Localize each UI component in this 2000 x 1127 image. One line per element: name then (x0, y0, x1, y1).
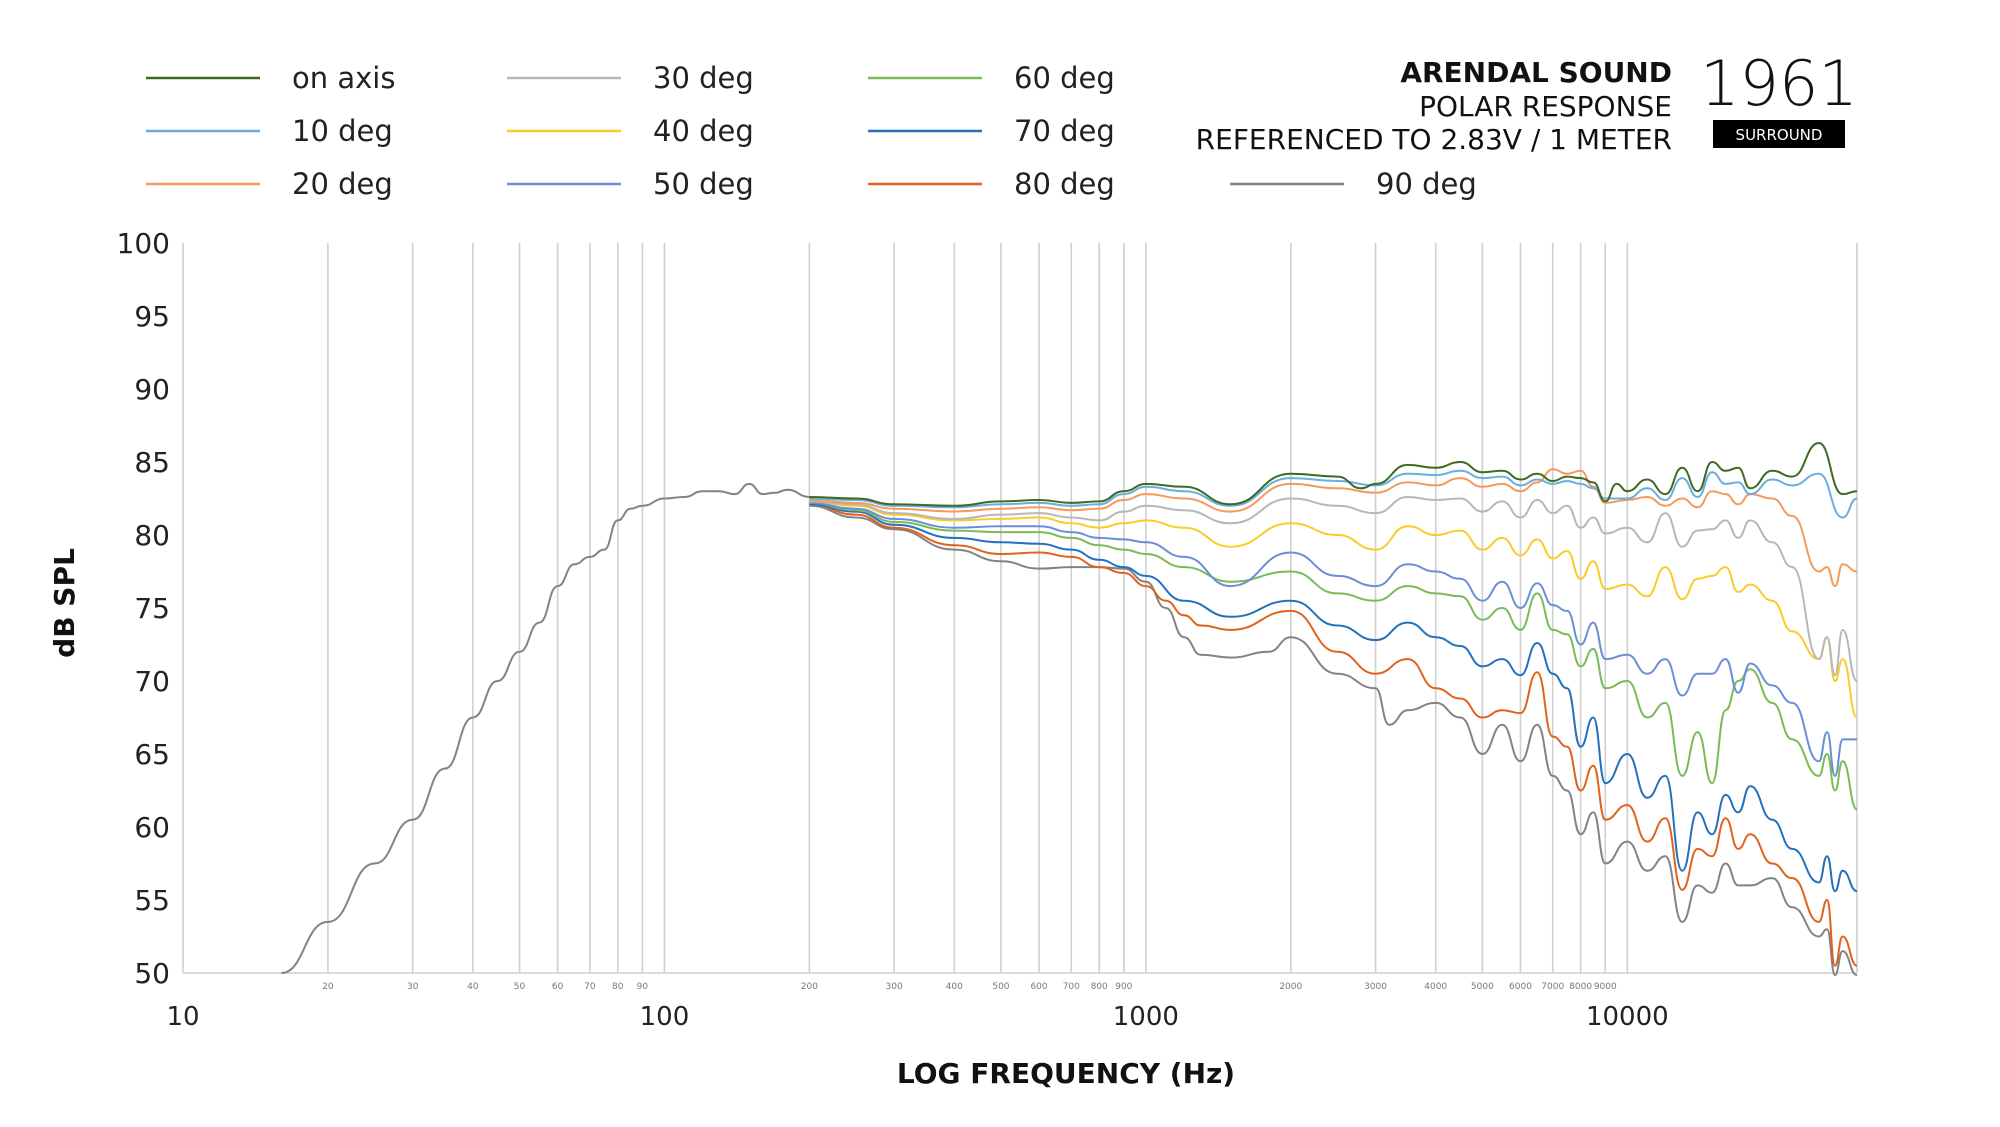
series-line-on-axis (809, 442, 1858, 507)
series-line-70-deg (809, 503, 1858, 893)
x-major-tick-1000: 1000 (1113, 1002, 1179, 1032)
x-minor-tick-8000: 8000 (1569, 982, 1592, 992)
series-line-60-deg (809, 501, 1858, 811)
legend-item-50-deg: 50 deg (507, 167, 754, 201)
x-minor-tick-5000: 5000 (1471, 982, 1494, 992)
x-minor-tick-400: 400 (946, 982, 963, 992)
x-major-tick-100: 100 (640, 1002, 690, 1032)
x-minor-tick-40: 40 (467, 982, 479, 992)
x-minor-tick-60: 60 (552, 982, 564, 992)
model-logo: 1961 SURROUND (1700, 47, 1858, 148)
x-minor-tick-500: 500 (992, 982, 1009, 992)
y-tick-labels: 100 95 90 85 80 75 70 65 60 55 50 (117, 227, 170, 990)
y-tick-85: 85 (134, 446, 170, 479)
x-minor-tick-9000: 9000 (1594, 982, 1617, 992)
y-tick-100: 100 (117, 227, 170, 260)
legend-item-40-deg: 40 deg (507, 114, 754, 148)
legend-label: 90 deg (1376, 167, 1477, 201)
y-axis-title: dB SPL (48, 548, 81, 658)
legend-label: 20 deg (292, 167, 393, 201)
chart-subtitle: POLAR RESPONSE (1419, 90, 1672, 123)
legend-label: 40 deg (653, 114, 754, 148)
legend-label: 50 deg (653, 167, 754, 201)
legend-label: 30 deg (653, 61, 754, 95)
x-minor-tick-7000: 7000 (1541, 982, 1564, 992)
x-minor-tick-50: 50 (514, 982, 526, 992)
x-minor-tick-200: 200 (801, 982, 818, 992)
base-curve-line (281, 482, 810, 974)
legend-item-on-axis: on axis (146, 61, 395, 95)
legend-label: 60 deg (1014, 61, 1115, 95)
x-minor-tick-6000: 6000 (1509, 982, 1532, 992)
legend-item-90-deg: 90 deg (1230, 167, 1477, 201)
x-minor-tick-70: 70 (584, 982, 596, 992)
legend: on axis 10 deg 20 deg 30 deg 40 deg 50 deg 60 … (146, 61, 1477, 201)
legend-item-70-deg: 70 deg (868, 114, 1115, 148)
x-minor-tick-90: 90 (637, 982, 649, 992)
y-tick-60: 60 (134, 811, 170, 844)
grid-lines (182, 243, 1858, 974)
brand-title: ARENDAL SOUND (1400, 56, 1672, 89)
x-minor-tick-300: 300 (886, 982, 903, 992)
x-minor-tick-4000: 4000 (1424, 982, 1447, 992)
series-line-30-deg (809, 496, 1858, 682)
logo-number: 1961 (1700, 47, 1858, 120)
legend-item-20-deg: 20 deg (146, 167, 393, 201)
legend-item-80-deg: 80 deg (868, 167, 1115, 201)
x-minor-tick-80: 80 (612, 982, 624, 992)
series-line-90-deg (809, 504, 1858, 976)
x-major-tick-10: 10 (166, 1002, 199, 1032)
y-tick-75: 75 (134, 592, 170, 625)
legend-item-60-deg: 60 deg (868, 61, 1115, 95)
y-tick-70: 70 (134, 665, 170, 698)
x-major-tick-10000: 10000 (1586, 1002, 1669, 1032)
legend-item-30-deg: 30 deg (507, 61, 754, 95)
x-minor-tick-900: 900 (1115, 982, 1132, 992)
y-tick-50: 50 (134, 957, 170, 990)
y-tick-65: 65 (134, 738, 170, 771)
series-line-50-deg (809, 501, 1857, 777)
x-minor-tick-3000: 3000 (1364, 982, 1387, 992)
logo-badge-text: SURROUND (1736, 126, 1823, 144)
reference-note: REFERENCED TO 2.83V / 1 METER (1196, 123, 1672, 156)
x-minor-tick-700: 700 (1063, 982, 1080, 992)
y-tick-80: 80 (134, 519, 170, 552)
x-minor-tick-30: 30 (407, 982, 419, 992)
series-lines (281, 442, 1858, 976)
series-line-10-deg (809, 469, 1858, 519)
header-title-block: ARENDAL SOUND POLAR RESPONSE REFERENCED … (1196, 56, 1672, 156)
x-minor-tick-600: 600 (1030, 982, 1047, 992)
x-tick-labels: 20 30 40 50 60 70 80 90 200 300 400 500 600 700 800 900… (166, 982, 1668, 1032)
legend-label: 10 deg (292, 114, 393, 148)
y-tick-90: 90 (134, 373, 170, 406)
x-axis-title: LOG FREQUENCY (Hz) (897, 1057, 1235, 1090)
logo-badge (1713, 120, 1845, 148)
y-tick-55: 55 (134, 884, 170, 917)
x-minor-tick-2000: 2000 (1279, 982, 1302, 992)
legend-label: on axis (292, 61, 395, 95)
series-line-40-deg (809, 500, 1858, 719)
x-minor-tick-20: 20 (322, 982, 334, 992)
legend-label: 80 deg (1014, 167, 1115, 201)
legend-item-10-deg: 10 deg (146, 114, 393, 148)
legend-label: 70 deg (1014, 114, 1115, 148)
series-line-80-deg (809, 503, 1858, 967)
x-minor-tick-800: 800 (1091, 982, 1108, 992)
y-tick-95: 95 (134, 300, 170, 333)
